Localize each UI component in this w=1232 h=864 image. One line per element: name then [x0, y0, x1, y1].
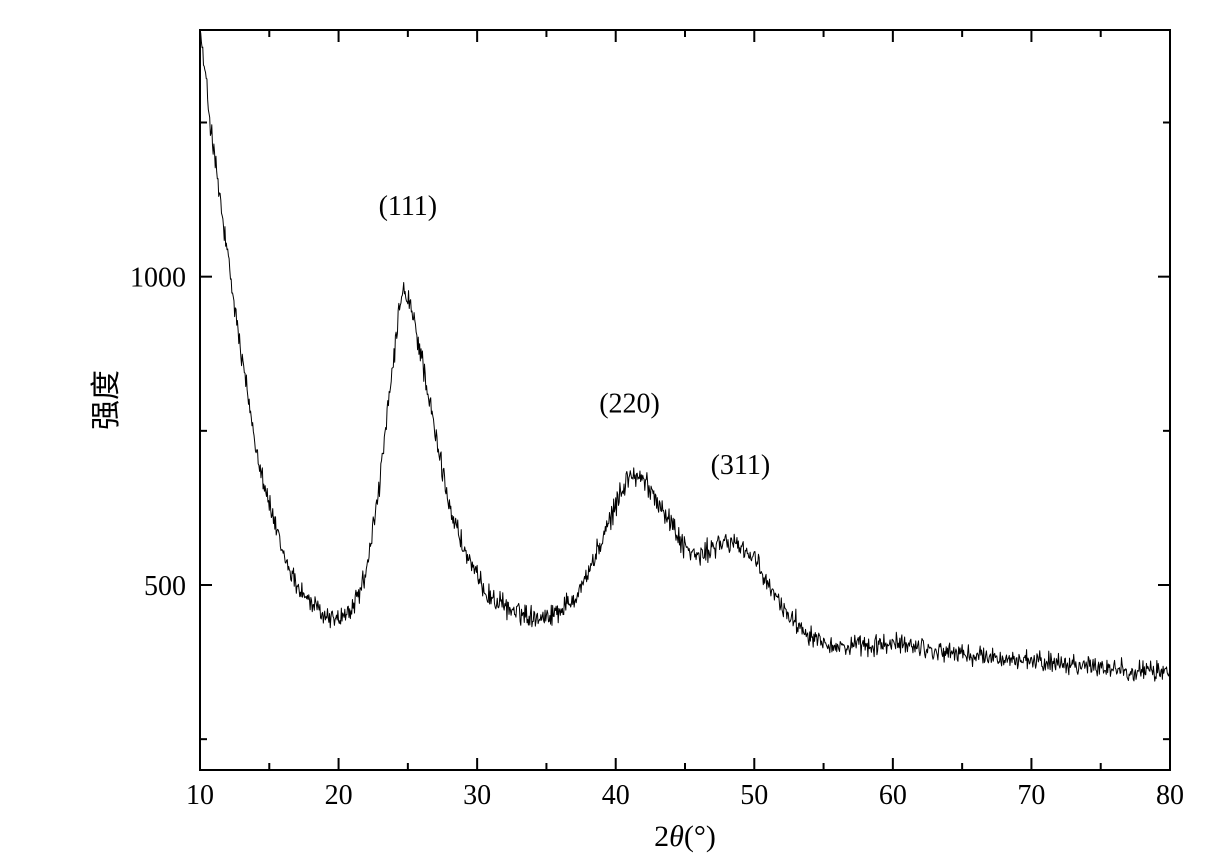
x-tick-label: 70 — [1017, 780, 1045, 811]
plot-frame — [200, 30, 1170, 770]
xrd-chart: 10 20 30 40 50 60 70 80 500 1000 2θ(°) 强度 (111) (220)… — [0, 0, 1232, 864]
chart-svg: 10 20 30 40 50 60 70 80 500 1000 2θ(°) 强度 (111) (220)… — [0, 0, 1232, 864]
x-tick-label: 10 — [186, 780, 214, 811]
x-tick-label: 20 — [325, 780, 353, 811]
x-axis-label: 2θ(°) — [654, 820, 716, 853]
x-tick-label: 30 — [463, 780, 491, 811]
peak-label: (220) — [599, 388, 660, 419]
x-tick-label: 60 — [879, 780, 907, 811]
y-tick-label: 1000 — [130, 262, 186, 293]
peak-label: (111) — [379, 191, 438, 222]
y-axis-label: 强度 — [90, 370, 123, 430]
xrd-series — [200, 33, 1170, 682]
x-tick-label: 40 — [602, 780, 630, 811]
x-tick-label: 50 — [740, 780, 768, 811]
peak-label: (311) — [711, 450, 771, 481]
x-tick-label: 80 — [1156, 780, 1184, 811]
y-tick-label: 500 — [144, 571, 186, 602]
